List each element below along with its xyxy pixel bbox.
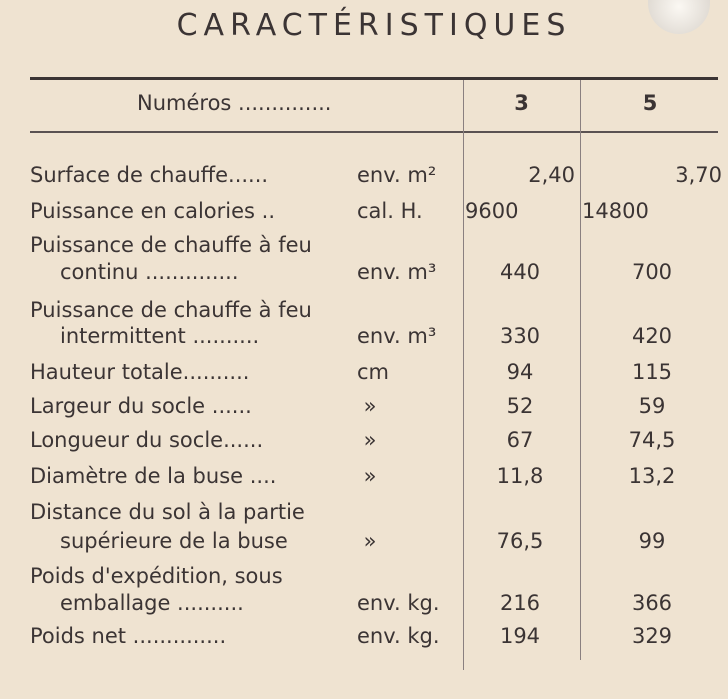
row-label-text: Hauteur totale.......... — [30, 360, 250, 384]
row-value-5-text: 115 — [631, 360, 673, 384]
row-label-text: Distance du sol à la partie — [30, 500, 305, 524]
row-value-5-text: 700 — [631, 260, 673, 284]
row-value-5-text: 329 — [631, 624, 673, 648]
row-label-continued-text: intermittent .......... — [60, 324, 260, 348]
row-unit-text: env. m³ — [357, 260, 437, 284]
row-value-3-text: 94 — [506, 360, 534, 384]
row-unit-text: cm — [357, 360, 390, 384]
header-label: Numéros .............. — [137, 91, 332, 115]
page-title: CARACTÉRISTIQUES — [176, 8, 572, 43]
top-rule — [30, 77, 718, 80]
row-unit-text: » — [357, 428, 377, 452]
row-value-3-text: 67 — [506, 428, 534, 452]
row-label-text: Puissance de chauffe à feu — [30, 298, 312, 322]
row-value-3-text: 330 — [499, 324, 541, 348]
row-value-5-text: 13,2 — [628, 464, 676, 488]
row-label-text: Longueur du socle...... — [30, 428, 264, 452]
header-col-3: 3 — [514, 91, 529, 115]
row-label-text: Diamètre de la buse .... — [30, 464, 277, 488]
row-value-3-text: 440 — [499, 260, 541, 284]
row-value-3-text: 216 — [499, 591, 541, 615]
row-value-5-text: 14800 — [582, 199, 649, 223]
row-label-text: Poids net .............. — [30, 624, 227, 648]
row-label-continued-text: continu .............. — [60, 260, 239, 284]
row-unit-text: » — [357, 464, 377, 488]
row-value-5-text: 420 — [631, 324, 673, 348]
row-value-3-text: 9600 — [465, 199, 519, 223]
row-label-text: Surface de chauffe...... — [30, 163, 269, 187]
row-value-3-text: 11,8 — [496, 464, 544, 488]
row-value-5-text: 74,5 — [628, 428, 676, 452]
row-label-text: Puissance de chauffe à feu — [30, 233, 312, 257]
row-value-3-text: 76,5 — [496, 529, 544, 553]
header-col-5: 5 — [642, 91, 658, 115]
row-label-continued-text: emballage .......... — [60, 591, 244, 615]
row-value-5-text: 99 — [638, 529, 666, 553]
row-value-5-text: 3,70 — [675, 163, 722, 187]
header-rule — [30, 131, 718, 133]
row-unit-text: » — [357, 529, 377, 553]
row-label-text: Poids d'expédition, sous — [30, 564, 283, 588]
column-divider — [463, 80, 464, 670]
row-unit-text: cal. H. — [357, 199, 423, 223]
row-label-text: Largeur du socle ...... — [30, 394, 252, 418]
row-value-5-text: 366 — [631, 591, 673, 615]
row-value-3-text: 194 — [499, 624, 541, 648]
row-unit-text: » — [357, 394, 377, 418]
row-unit-text: env. kg. — [357, 591, 440, 615]
row-value-3-text: 2,40 — [528, 163, 575, 187]
column-divider — [580, 80, 581, 660]
row-unit-text: env. kg. — [357, 624, 440, 648]
row-unit-text: env. m² — [357, 163, 437, 187]
row-label-continued-text: supérieure de la buse — [60, 529, 288, 553]
row-unit-text: env. m³ — [357, 324, 437, 348]
row-label-text: Puissance en calories .. — [30, 199, 275, 223]
row-value-3-text: 52 — [506, 394, 534, 418]
row-value-5-text: 59 — [638, 394, 666, 418]
